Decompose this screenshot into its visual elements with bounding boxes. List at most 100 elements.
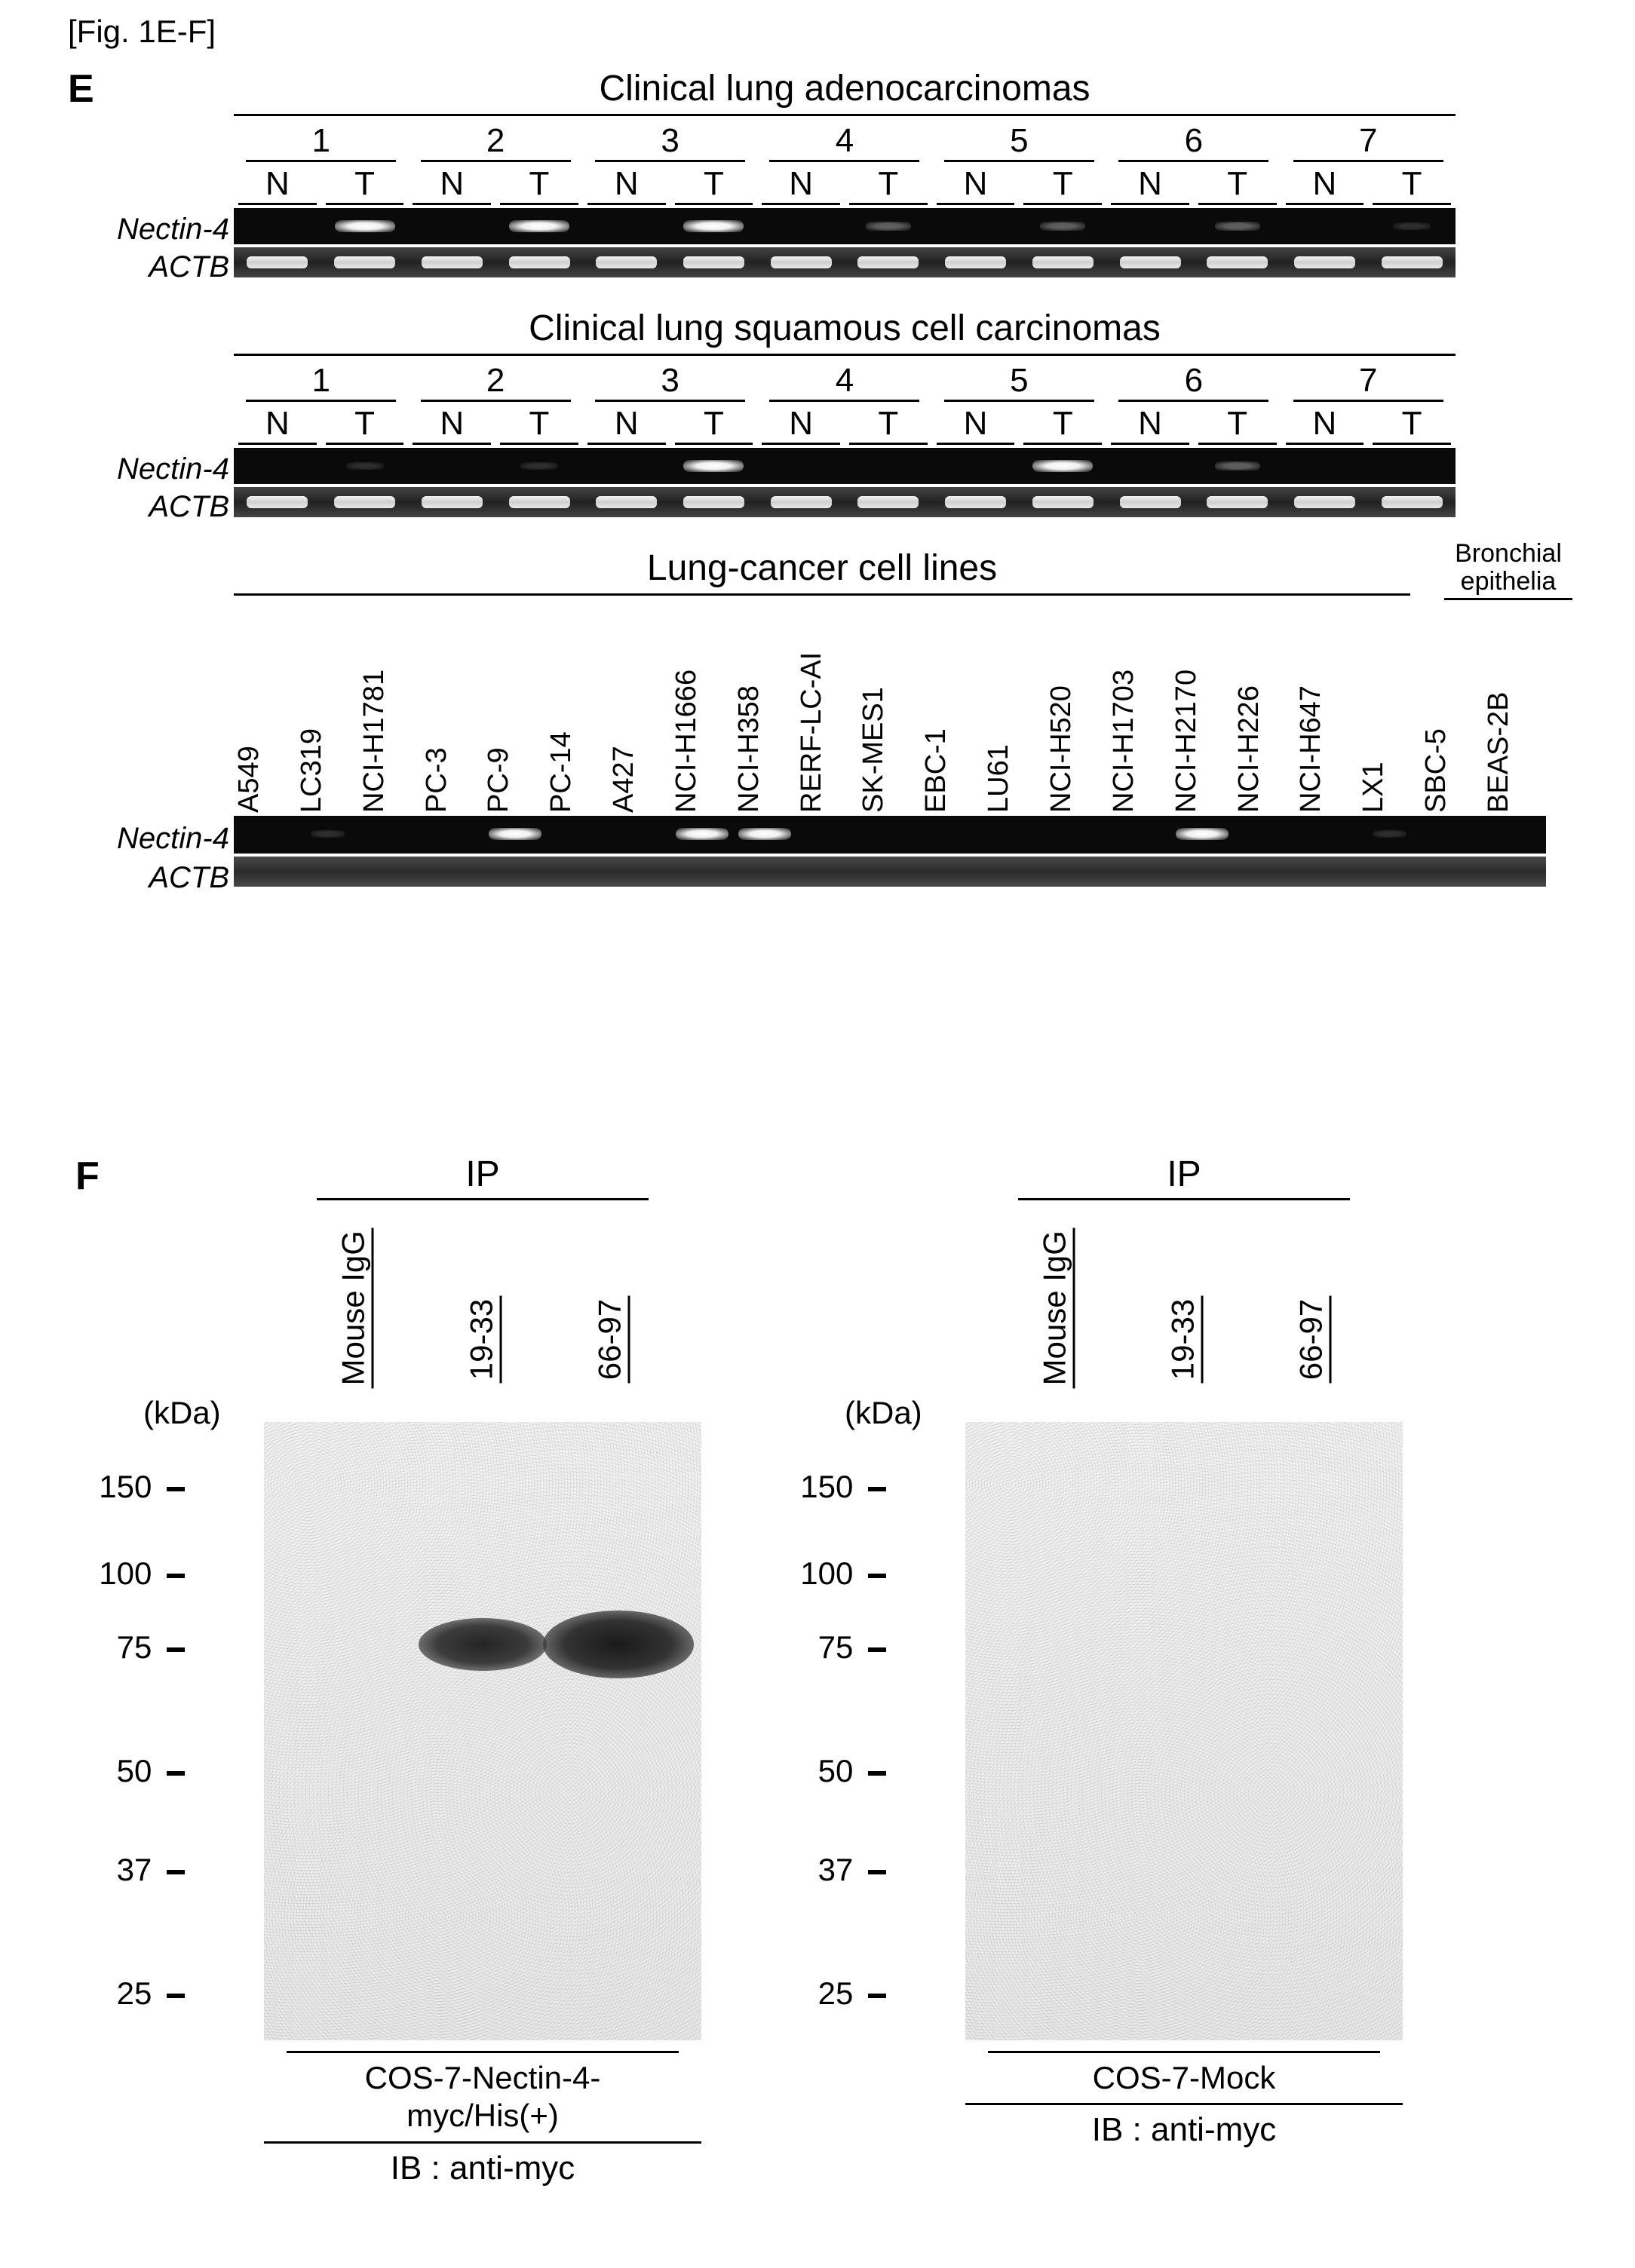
cellline-label: A427 <box>608 751 640 813</box>
actb-band <box>857 256 919 268</box>
cellline-label: NCI-H647 <box>1295 751 1327 813</box>
lane-t: T <box>1373 165 1451 205</box>
western-band <box>419 1618 547 1671</box>
lane-t: T <box>500 405 578 445</box>
gel-band <box>335 220 395 232</box>
lane-n: N <box>1111 165 1189 205</box>
actb-band <box>596 496 657 508</box>
gel-row-label-nectin4: Nectin-4 <box>63 822 229 856</box>
text: 66-97 <box>592 1296 630 1383</box>
ip-lane-label: Mouse IgG <box>1037 1291 1075 1389</box>
actb-band <box>422 496 483 508</box>
rule <box>234 114 1456 116</box>
actb-band <box>422 256 483 268</box>
figure-tag: [Fig. 1E-F] <box>68 14 216 50</box>
actb-band <box>683 256 744 268</box>
marker-column: 150 100 75 50 37 25 <box>98 1422 185 2040</box>
cellline-label: EBC-1 <box>920 751 952 813</box>
actb-band <box>509 256 570 268</box>
gel-band <box>1040 222 1085 231</box>
rule <box>1018 1198 1350 1200</box>
gel-row-label-actb: ACTB <box>63 250 229 284</box>
sample-num: 6 <box>1106 122 1281 165</box>
text: 19-33 <box>464 1296 502 1383</box>
lane-n: N <box>937 165 1015 205</box>
gel-band <box>676 828 729 840</box>
gel-band <box>509 220 569 232</box>
actb-band <box>1120 496 1181 508</box>
sample-num: 7 <box>1281 362 1456 405</box>
n: 4 <box>836 122 854 159</box>
gel-band <box>1373 830 1406 838</box>
actb-band <box>771 256 832 268</box>
text: Bronchial epithelia <box>1455 539 1562 596</box>
n: 4 <box>836 362 854 399</box>
sample-num: 5 <box>932 122 1106 165</box>
lane-t: T <box>849 405 928 445</box>
lane-n: N <box>937 405 1015 445</box>
lane-n: N <box>762 405 840 445</box>
actb-band <box>596 256 657 268</box>
actb-band <box>247 256 308 268</box>
cellline-label: BEAS-2B <box>1483 751 1515 813</box>
n: 3 <box>661 122 679 159</box>
section-title: Clinical lung adenocarcinomas <box>234 68 1456 109</box>
gel-band <box>1176 828 1229 840</box>
cellline-label: SBC-5 <box>1420 751 1452 813</box>
kda-marker: 25 <box>799 1975 886 2012</box>
kda-marker: 50 <box>98 1753 185 1789</box>
sample-num: 3 <box>583 362 757 405</box>
gel-band <box>1393 222 1431 230</box>
rule <box>234 354 1456 356</box>
actb-band <box>247 496 308 508</box>
text: Mouse IgG <box>1037 1227 1075 1388</box>
rule <box>317 1198 649 1200</box>
rule <box>234 593 1410 596</box>
actb-band <box>1294 496 1355 508</box>
gel-actb-row <box>234 247 1456 277</box>
kda-marker: 37 <box>799 1852 886 1888</box>
lane-t: T <box>1023 165 1102 205</box>
lane-t: T <box>326 405 404 445</box>
n: 6 <box>1185 122 1203 159</box>
actb-band <box>1294 256 1355 268</box>
lane-n: N <box>413 405 491 445</box>
kda-marker: 100 <box>98 1555 185 1592</box>
western-band <box>543 1611 694 1678</box>
sample-numbers-row: 1 2 3 4 5 6 7 <box>234 362 1456 405</box>
kda-marker: 75 <box>799 1629 886 1666</box>
actb-band <box>945 496 1006 508</box>
ip-lanes: Mouse IgG 19-33 66-97 <box>890 1208 1478 1411</box>
lane-t: T <box>675 165 753 205</box>
cellline-label: LX1 <box>1357 751 1390 813</box>
blot-caption: COS-7-Mock <box>890 2051 1478 2097</box>
ib-label: IB : anti-myc <box>189 2150 777 2187</box>
cellline-label: LU61 <box>983 751 1015 813</box>
rule <box>264 2141 701 2144</box>
sample-num: 1 <box>234 362 408 405</box>
sample-num: 4 <box>757 362 931 405</box>
actb-band <box>1032 496 1094 508</box>
gel-row-label-nectin4: Nectin-4 <box>63 213 229 247</box>
cellline-label: PC-14 <box>545 751 578 813</box>
lane-n: N <box>762 165 840 205</box>
gel-band <box>1215 461 1260 470</box>
gel-band <box>683 460 744 472</box>
n: 2 <box>486 362 505 399</box>
kda-marker: 37 <box>98 1852 185 1888</box>
cellline-label: NCI-H2170 <box>1170 751 1203 813</box>
kda-marker: 25 <box>98 1975 185 2012</box>
n: 5 <box>1010 122 1028 159</box>
gel-nectin4-row <box>234 208 1456 244</box>
gel-band <box>346 462 384 470</box>
kda-marker: 75 <box>98 1629 185 1666</box>
ip-label: IP <box>890 1154 1478 1195</box>
actb-band <box>1032 256 1094 268</box>
sample-num: 4 <box>757 122 931 165</box>
sample-num: 1 <box>234 122 408 165</box>
ip-lane-label: 66-97 <box>1293 1291 1332 1389</box>
lane-t: T <box>500 165 578 205</box>
gel-section-celllines: Lung-cancer cell lines Bronchial epithel… <box>60 547 1569 887</box>
rule <box>965 2103 1403 2105</box>
cellline-label: NCI-H358 <box>733 751 765 813</box>
